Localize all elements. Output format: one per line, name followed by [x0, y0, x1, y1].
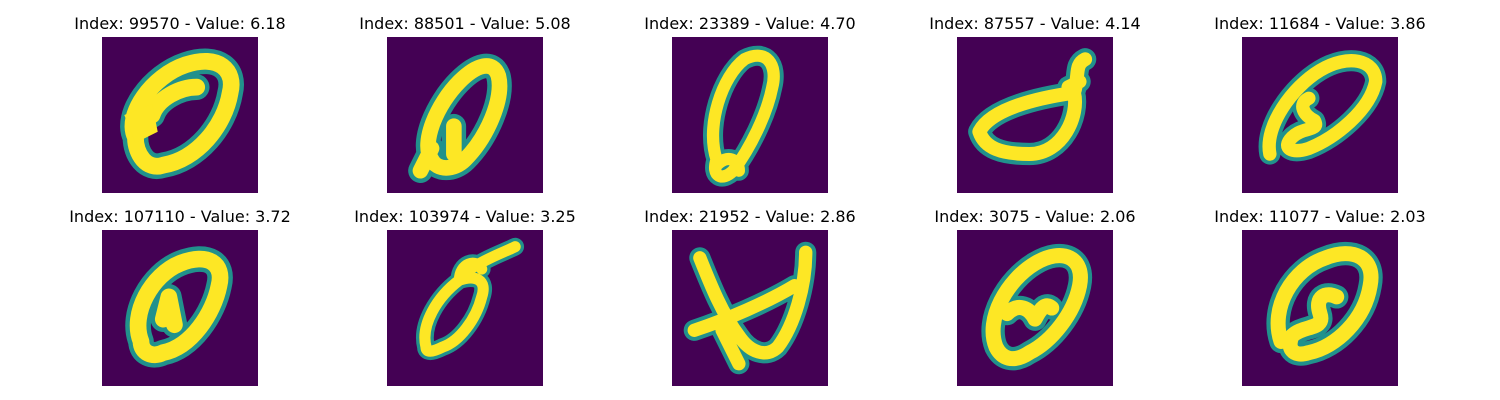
- panel-title: Index: 3075 - Value: 2.06: [934, 207, 1136, 226]
- digit-image: [102, 37, 258, 193]
- digit-image: [1242, 37, 1398, 193]
- digit-image: [672, 230, 828, 386]
- digit-image: [957, 230, 1113, 386]
- panel-title: Index: 107110 - Value: 3.72: [69, 207, 291, 226]
- panel-title: Index: 11077 - Value: 2.03: [1214, 207, 1426, 226]
- panel-title: Index: 23389 - Value: 4.70: [644, 14, 856, 33]
- panel-title: Index: 87557 - Value: 4.14: [929, 14, 1141, 33]
- digit-image: [387, 37, 543, 193]
- digit-image: [387, 230, 543, 386]
- digit-image: [102, 230, 258, 386]
- panel-title: Index: 11684 - Value: 3.86: [1214, 14, 1426, 33]
- digit-image: [1242, 230, 1398, 386]
- panel-title: Index: 99570 - Value: 6.18: [74, 14, 286, 33]
- digit-image: [957, 37, 1113, 193]
- panel-title: Index: 103974 - Value: 3.25: [354, 207, 576, 226]
- panel-title: Index: 21952 - Value: 2.86: [644, 207, 856, 226]
- panel-title: Index: 88501 - Value: 5.08: [359, 14, 571, 33]
- digit-image: [672, 37, 828, 193]
